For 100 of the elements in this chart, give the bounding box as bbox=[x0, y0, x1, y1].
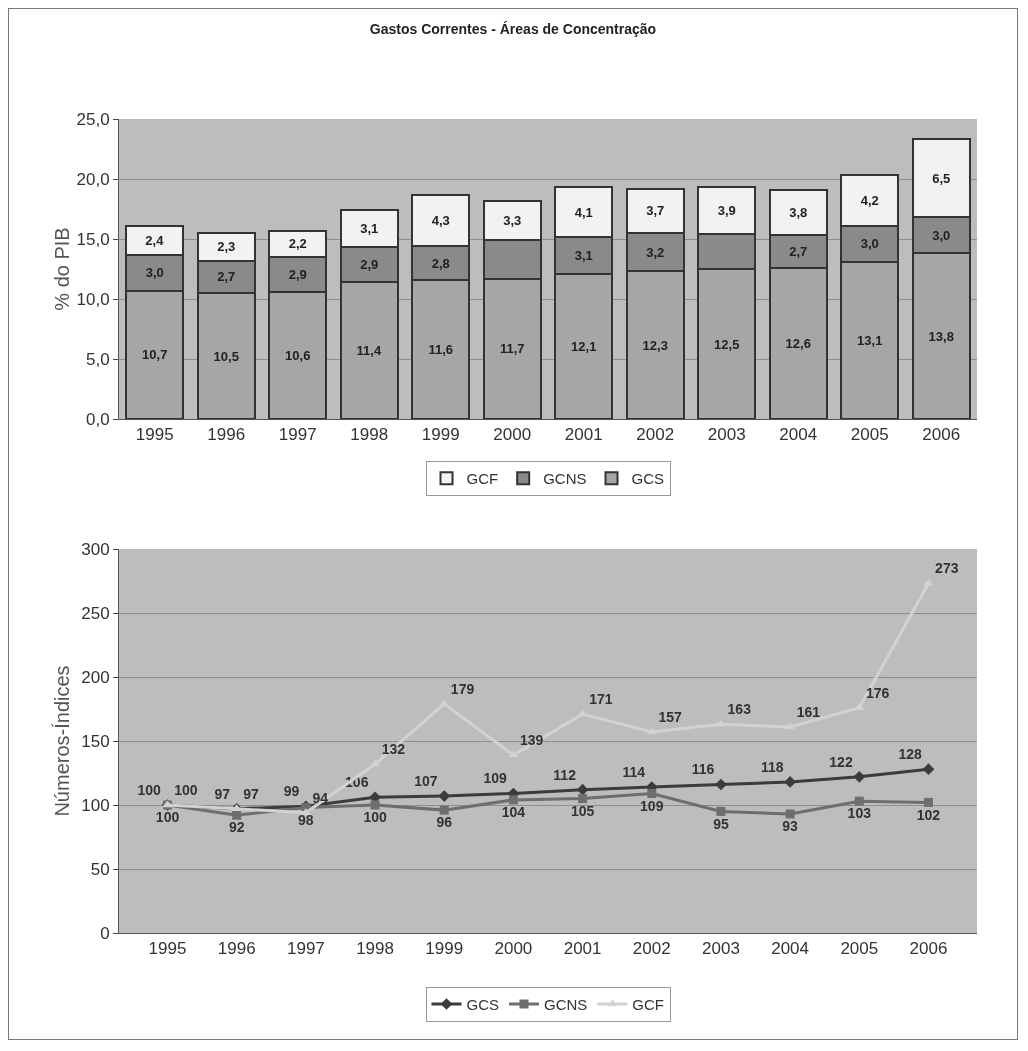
y-tick-label: 25,0 bbox=[76, 109, 110, 129]
data-label: 128 bbox=[898, 746, 923, 763]
x-tick-label: 1995 bbox=[148, 939, 187, 959]
legend-label: GCNS bbox=[543, 470, 587, 488]
data-label: 2,8 bbox=[431, 255, 450, 271]
point bbox=[715, 778, 727, 791]
y-tick-label: 150 bbox=[81, 731, 110, 751]
legend-label: GCF bbox=[632, 995, 665, 1013]
data-label: 3,0 bbox=[145, 265, 164, 281]
x-tick-label: 2005 bbox=[850, 425, 889, 445]
x-tick-label: 2004 bbox=[771, 939, 810, 959]
x-tick-label: 2000 bbox=[494, 939, 533, 959]
data-label: 2,7 bbox=[217, 269, 236, 285]
data-label: 12,3 bbox=[642, 337, 668, 353]
data-label: 11,4 bbox=[356, 343, 382, 359]
point bbox=[922, 763, 935, 776]
data-label: 2,4 bbox=[145, 232, 165, 248]
y-tick-label: 5,0 bbox=[85, 349, 110, 369]
x-tick-label: 2003 bbox=[702, 939, 740, 959]
data-label: 11,7 bbox=[499, 341, 525, 357]
data-label: 157 bbox=[658, 708, 682, 725]
data-label: 107 bbox=[414, 772, 438, 789]
x-tick-label: 2002 bbox=[632, 939, 671, 959]
point bbox=[716, 806, 726, 816]
legend-label: GCS bbox=[631, 470, 665, 488]
data-label: 4,3 bbox=[431, 212, 450, 228]
x-tick-label: 2001 bbox=[563, 939, 602, 959]
data-label: 3,0 bbox=[932, 227, 951, 243]
data-label: 94 bbox=[312, 789, 329, 806]
x-tick-label: 1998 bbox=[356, 939, 394, 959]
x-tick-label: 2004 bbox=[779, 425, 818, 445]
y-axis-title: Números-Índices bbox=[51, 665, 73, 817]
point bbox=[784, 776, 796, 788]
data-label: 98 bbox=[298, 811, 314, 828]
legend-label: GCS bbox=[466, 995, 500, 1013]
point bbox=[854, 796, 864, 806]
data-label: 3,2 bbox=[646, 244, 665, 260]
data-label: 179 bbox=[450, 680, 475, 697]
x-tick-label: 2002 bbox=[636, 425, 675, 445]
data-label: 109 bbox=[640, 797, 664, 814]
data-label: 2,9 bbox=[288, 266, 307, 282]
data-label: 3,1 bbox=[574, 247, 593, 263]
data-label: 2,7 bbox=[789, 244, 808, 260]
data-label: 12,5 bbox=[714, 336, 740, 352]
y-tick-label: 10,0 bbox=[76, 289, 110, 309]
data-label: 3,7 bbox=[646, 203, 665, 219]
y-tick-label: 20,0 bbox=[76, 169, 110, 189]
x-tick-label: 1998 bbox=[350, 425, 389, 445]
data-label: 3,8 bbox=[789, 205, 808, 221]
point bbox=[508, 795, 518, 805]
y-tick-label: 300 bbox=[81, 539, 110, 559]
x-tick-label: 1996 bbox=[207, 425, 246, 445]
data-label: 132 bbox=[381, 740, 406, 757]
data-label: 13,8 bbox=[928, 328, 954, 344]
y-tick-label: 0 bbox=[100, 923, 110, 943]
x-tick-label: 1999 bbox=[425, 939, 464, 959]
data-label: 273 bbox=[935, 560, 959, 577]
data-label: 3,3 bbox=[503, 212, 522, 228]
data-label: 109 bbox=[483, 770, 507, 787]
y-tick-label: 0,0 bbox=[85, 409, 110, 429]
data-label: 93 bbox=[782, 818, 799, 835]
data-label: 12,1 bbox=[571, 338, 597, 354]
data-label: 13,1 bbox=[857, 332, 883, 348]
x-tick-label: 2001 bbox=[564, 425, 603, 445]
point bbox=[370, 800, 380, 810]
data-label: 100 bbox=[174, 781, 198, 798]
point bbox=[923, 797, 933, 807]
data-label: 176 bbox=[865, 684, 890, 701]
data-label: 97 bbox=[243, 785, 260, 802]
point bbox=[439, 805, 449, 815]
data-label: 116 bbox=[691, 761, 715, 778]
x-tick-label: 2006 bbox=[922, 425, 961, 445]
data-label: 4,2 bbox=[860, 193, 879, 209]
data-label: 10,6 bbox=[285, 347, 311, 363]
data-label: 99 bbox=[283, 783, 300, 800]
point bbox=[647, 788, 657, 798]
chart-title: Gastos Correntes - Áreas de Concentração bbox=[369, 20, 657, 37]
point bbox=[232, 810, 242, 820]
data-label: 2,3 bbox=[217, 239, 236, 255]
data-label: 104 bbox=[501, 804, 526, 821]
data-label: 3,0 bbox=[860, 236, 879, 252]
data-label: 163 bbox=[727, 701, 752, 718]
x-tick-label: 1997 bbox=[286, 939, 325, 959]
x-tick-label: 2003 bbox=[707, 425, 746, 445]
data-label: 97 bbox=[214, 785, 231, 802]
x-tick-label: 1996 bbox=[217, 939, 256, 959]
y-tick-label: 250 bbox=[81, 603, 110, 623]
legend-label: GCF bbox=[466, 470, 499, 488]
y-tick-label: 100 bbox=[81, 795, 110, 815]
legend-label: GCNS bbox=[544, 995, 588, 1013]
data-label: 103 bbox=[847, 805, 872, 822]
data-label: 92 bbox=[228, 819, 245, 836]
point bbox=[853, 770, 866, 783]
data-label: 96 bbox=[436, 814, 453, 831]
data-label: 114 bbox=[622, 763, 646, 780]
point bbox=[785, 809, 795, 819]
y-tick-label: 200 bbox=[81, 667, 110, 687]
data-label: 171 bbox=[589, 690, 613, 707]
data-label: 11,6 bbox=[428, 341, 454, 357]
data-label: 10,5 bbox=[213, 348, 239, 364]
